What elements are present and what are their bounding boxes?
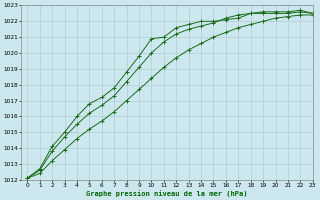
X-axis label: Graphe pression niveau de la mer (hPa): Graphe pression niveau de la mer (hPa) bbox=[86, 190, 248, 197]
